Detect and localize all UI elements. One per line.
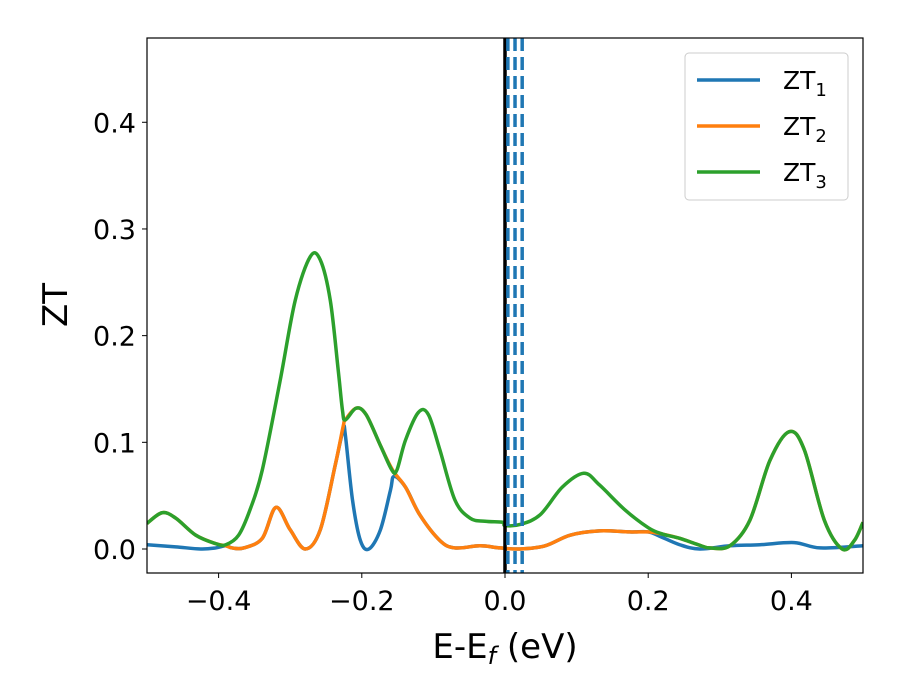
y-tick-label: 0.1 [93, 428, 136, 459]
legend: ZT1 ZT2 ZT3 [684, 52, 849, 201]
legend-label-zt1: ZT1 [783, 66, 827, 101]
y-tick-label: 0.3 [93, 215, 136, 246]
x-tick-label: 0.2 [627, 586, 670, 617]
legend-box [684, 52, 849, 201]
y-axis-label: ZT [36, 283, 76, 327]
legend-label-zt2: ZT2 [783, 112, 827, 147]
y-tick-label: 0.4 [93, 108, 136, 139]
x-axis-label: E-Ef (eV) [432, 627, 577, 670]
axis-ticks: −0.4 −0.2 0.0 0.2 0.4 0.0 0.1 0.2 0.3 0.4 [93, 108, 813, 617]
legend-label-zt3: ZT3 [783, 158, 827, 193]
y-tick-label: 0.0 [93, 535, 136, 566]
series-line-zt3 [147, 251, 863, 552]
x-tick-label: −0.2 [329, 586, 395, 617]
plot-lines [147, 38, 863, 573]
x-tick-label: 0.0 [484, 586, 527, 617]
x-tick-label: −0.4 [186, 586, 252, 617]
x-tick-label: 0.4 [770, 586, 813, 617]
y-tick-label: 0.2 [93, 322, 136, 353]
